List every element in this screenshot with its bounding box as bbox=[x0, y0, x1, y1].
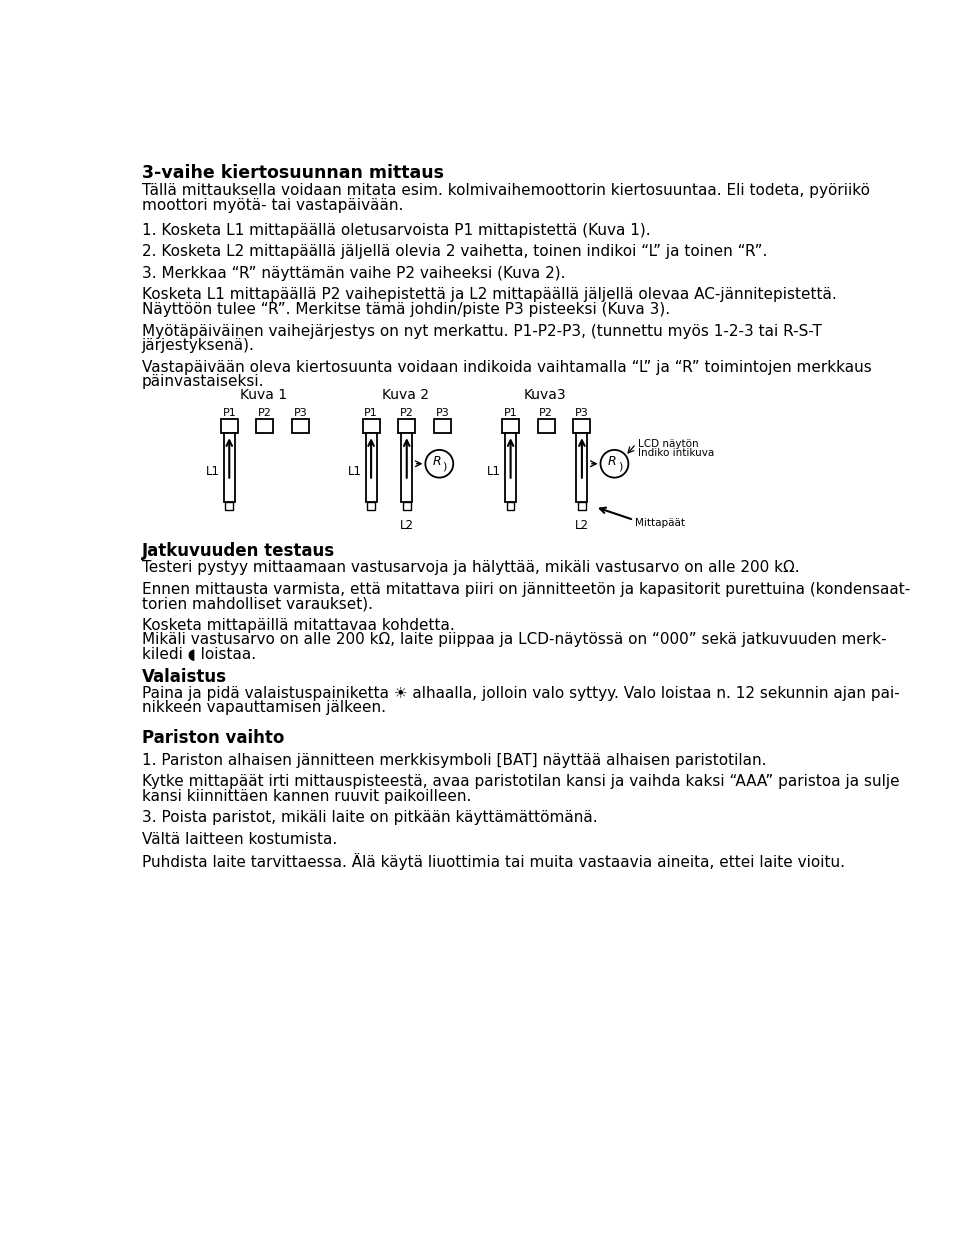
Bar bbox=[578, 502, 586, 510]
Text: LCD näytön: LCD näytön bbox=[637, 439, 698, 449]
Bar bbox=[366, 434, 376, 502]
Text: Näyttöön tulee “R”. Merkitse tämä johdin/piste P3 pisteeksi (Kuva 3).: Näyttöön tulee “R”. Merkitse tämä johdin… bbox=[142, 302, 670, 317]
Text: P2: P2 bbox=[540, 408, 553, 419]
Bar bbox=[292, 419, 309, 434]
Text: ): ) bbox=[617, 462, 622, 472]
Text: nikkeen vapauttamisen jälkeen.: nikkeen vapauttamisen jälkeen. bbox=[142, 700, 386, 715]
Circle shape bbox=[425, 450, 453, 477]
Bar bbox=[434, 419, 451, 434]
Text: Kuva 2: Kuva 2 bbox=[382, 388, 429, 402]
Text: P3: P3 bbox=[436, 408, 449, 419]
Bar bbox=[505, 434, 516, 502]
Text: Kosketa L1 mittapäällä P2 vaihepistettä ja L2 mittapäällä jäljellä olevaa AC-jän: Kosketa L1 mittapäällä P2 vaihepistettä … bbox=[142, 287, 836, 302]
Circle shape bbox=[601, 450, 629, 477]
Text: kiledi ◖ loistaa.: kiledi ◖ loistaa. bbox=[142, 647, 255, 662]
Text: Pariston vaihto: Pariston vaihto bbox=[142, 729, 284, 747]
Text: 3. Poista paristot, mikäli laite on pitkään käyttämättömänä.: 3. Poista paristot, mikäli laite on pitk… bbox=[142, 811, 597, 826]
Text: P1: P1 bbox=[364, 408, 378, 419]
Bar bbox=[507, 502, 515, 510]
Bar bbox=[368, 502, 375, 510]
Text: P3: P3 bbox=[294, 408, 307, 419]
Text: 1. Pariston alhaisen jännitteen merkkisymboli [BAT] näyttää alhaisen paristotila: 1. Pariston alhaisen jännitteen merkkisy… bbox=[142, 753, 766, 768]
Text: 2. Kosketa L2 mittapäällä jäljellä olevia 2 vaihetta, toinen indikoi “L” ja toin: 2. Kosketa L2 mittapäällä jäljellä olevi… bbox=[142, 244, 767, 259]
Bar bbox=[256, 419, 274, 434]
Text: Testeri pystyy mittaamaan vastusarvoja ja hälyttää, mikäli vastusarvo on alle 20: Testeri pystyy mittaamaan vastusarvoja j… bbox=[142, 560, 800, 575]
Bar bbox=[538, 419, 555, 434]
Bar bbox=[573, 419, 590, 434]
Text: Vastapäivään oleva kiertosuunta voidaan indikoida vaihtamalla “L” ja “R” toimint: Vastapäivään oleva kiertosuunta voidaan … bbox=[142, 360, 872, 375]
Bar bbox=[398, 419, 416, 434]
Text: Valaistus: Valaistus bbox=[142, 668, 227, 685]
Bar bbox=[221, 419, 238, 434]
Bar bbox=[403, 502, 411, 510]
Text: R: R bbox=[608, 455, 616, 467]
Text: Puhdista laite tarvittaessa. Älä käytä liuottimia tai muita vastaavia aineita, e: Puhdista laite tarvittaessa. Älä käytä l… bbox=[142, 853, 845, 871]
Text: Kytke mittapäät irti mittauspisteestä, avaa paristotilan kansi ja vaihda kaksi “: Kytke mittapäät irti mittauspisteestä, a… bbox=[142, 774, 900, 789]
Bar bbox=[576, 434, 588, 502]
Text: P1: P1 bbox=[223, 408, 236, 419]
Text: L1: L1 bbox=[206, 465, 220, 477]
Bar bbox=[224, 434, 234, 502]
Text: P2: P2 bbox=[258, 408, 272, 419]
Bar bbox=[401, 434, 412, 502]
Text: Tällä mittauksella voidaan mitata esim. kolmivaihemoottorin kiertosuuntaa. Eli t: Tällä mittauksella voidaan mitata esim. … bbox=[142, 183, 870, 198]
Text: Mittapäät: Mittapäät bbox=[636, 519, 685, 529]
Text: moottori myötä- tai vastapäivään.: moottori myötä- tai vastapäivään. bbox=[142, 198, 403, 213]
Text: P3: P3 bbox=[575, 408, 588, 419]
Text: kansi kiinnittäen kannen ruuvit paikoilleen.: kansi kiinnittäen kannen ruuvit paikoill… bbox=[142, 788, 471, 803]
Text: Mikäli vastusarvo on alle 200 kΩ, laite piippaa ja LCD-näytössä on “000” sekä ja: Mikäli vastusarvo on alle 200 kΩ, laite … bbox=[142, 633, 886, 648]
Text: Kosketa mittapäillä mitattavaa kohdetta.: Kosketa mittapäillä mitattavaa kohdetta. bbox=[142, 618, 454, 633]
Text: L1: L1 bbox=[488, 465, 501, 477]
Text: päinvastaiseksi.: päinvastaiseksi. bbox=[142, 375, 264, 390]
Text: ): ) bbox=[443, 462, 447, 472]
Text: torien mahdolliset varaukset).: torien mahdolliset varaukset). bbox=[142, 596, 372, 611]
Text: Indiko intikuva: Indiko intikuva bbox=[637, 449, 714, 459]
Text: Paina ja pidä valaistuspainiketta ☀ alhaalla, jolloin valo syttyy. Valo loistaa : Paina ja pidä valaistuspainiketta ☀ alha… bbox=[142, 685, 900, 700]
Text: P1: P1 bbox=[504, 408, 517, 419]
Text: L2: L2 bbox=[399, 519, 414, 533]
Text: Ennen mittausta varmista, että mitattava piiri on jännitteetön ja kapasitorit pu: Ennen mittausta varmista, että mitattava… bbox=[142, 581, 910, 596]
Text: L1: L1 bbox=[348, 465, 362, 477]
Bar bbox=[502, 419, 519, 434]
Text: Vältä laitteen kostumista.: Vältä laitteen kostumista. bbox=[142, 832, 337, 847]
Text: järjestyksenä).: järjestyksenä). bbox=[142, 338, 254, 353]
Text: 3-vaihe kiertosuunnan mittaus: 3-vaihe kiertosuunnan mittaus bbox=[142, 164, 444, 182]
Bar bbox=[363, 419, 379, 434]
Text: P2: P2 bbox=[399, 408, 414, 419]
Text: Myötäpäiväinen vaihejärjestys on nyt merkattu. P1-P2-P3, (tunnettu myös 1-2-3 ta: Myötäpäiväinen vaihejärjestys on nyt mer… bbox=[142, 323, 822, 338]
Text: R: R bbox=[433, 455, 442, 467]
Text: 3. Merkkaa “R” näyttämän vaihe P2 vaiheeksi (Kuva 2).: 3. Merkkaa “R” näyttämän vaihe P2 vaihee… bbox=[142, 266, 565, 281]
Text: Jatkuvuuden testaus: Jatkuvuuden testaus bbox=[142, 543, 335, 560]
Text: Kuva3: Kuva3 bbox=[523, 388, 566, 402]
Text: Kuva 1: Kuva 1 bbox=[240, 388, 287, 402]
Text: 1. Kosketa L1 mittapäällä oletusarvoista P1 mittapistettä (Kuva 1).: 1. Kosketa L1 mittapäällä oletusarvoista… bbox=[142, 223, 650, 238]
Text: L2: L2 bbox=[575, 519, 588, 533]
Bar bbox=[226, 502, 233, 510]
